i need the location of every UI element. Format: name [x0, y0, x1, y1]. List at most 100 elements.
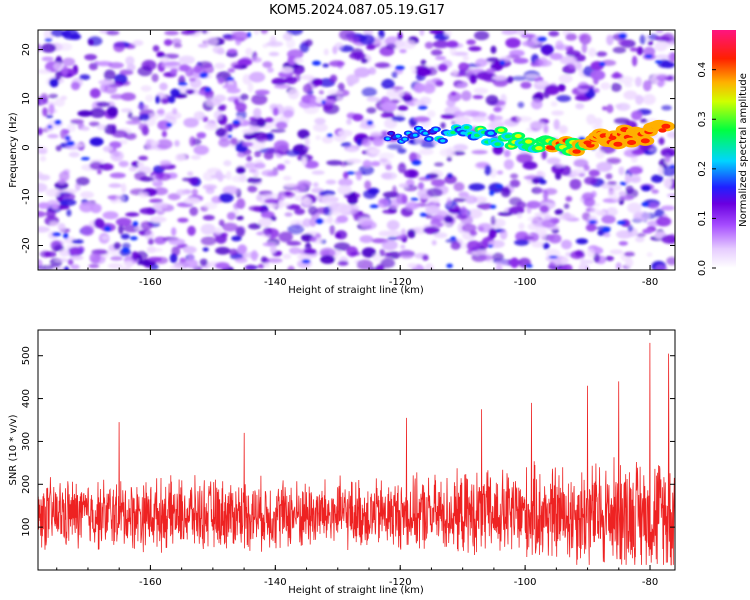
heatmap-cell — [154, 172, 172, 181]
heatmap-cell — [578, 263, 587, 270]
heatmap-cell — [503, 149, 511, 158]
heatmap-cell — [38, 265, 54, 270]
heatmap-cell — [629, 47, 639, 52]
heatmap-cell — [61, 30, 72, 38]
heatmap-cell — [81, 126, 90, 131]
heatmap-cell — [46, 114, 54, 119]
heatmap-cell — [326, 160, 343, 166]
heatmap-cell — [54, 98, 65, 107]
heatmap-cell — [159, 160, 172, 167]
heatmap-cell — [579, 259, 594, 265]
heatmap-cell — [366, 107, 377, 114]
y-tick-label: 400 — [21, 389, 32, 408]
heatmap-cell — [613, 117, 630, 125]
heatmap-cell — [379, 158, 388, 163]
heatmap-cell — [155, 95, 161, 104]
heatmap-cell — [468, 183, 486, 191]
heatmap-cell — [137, 66, 153, 77]
heatmap-cell — [415, 65, 429, 71]
heatmap-cell — [39, 155, 47, 162]
heatmap-cell — [189, 136, 196, 147]
heatmap-cell — [664, 153, 671, 163]
heatmap-cell — [623, 90, 638, 100]
heatmap-cell — [527, 216, 540, 222]
heatmap-cell — [617, 220, 627, 225]
heatmap-cell — [662, 165, 675, 177]
heatmap-cell — [387, 236, 398, 241]
heatmap-cell — [525, 264, 533, 268]
heatmap-cell — [501, 30, 517, 35]
heatmap-cell — [137, 162, 145, 167]
heatmap-cell — [588, 47, 597, 57]
heatmap-cell — [263, 262, 270, 268]
signal-core — [423, 131, 428, 135]
heatmap-cell — [469, 73, 477, 84]
heatmap-cell — [161, 130, 167, 138]
heatmap-cell — [260, 256, 268, 263]
heatmap-cell — [631, 110, 643, 121]
heatmap-cell — [289, 247, 301, 255]
heatmap-cell — [193, 145, 209, 155]
heatmap-cell — [549, 217, 560, 224]
heatmap-cell — [458, 191, 470, 198]
heatmap-cell — [356, 259, 374, 270]
heatmap-cell — [44, 38, 53, 42]
heatmap-cell — [616, 102, 631, 111]
heatmap-cell — [548, 255, 559, 259]
heatmap-cell — [188, 176, 199, 185]
heatmap-cell — [563, 203, 570, 209]
signal-core — [433, 127, 439, 131]
heatmap-cell — [302, 218, 312, 228]
heatmap-cell — [432, 40, 450, 49]
heatmap-cell — [173, 43, 182, 48]
heatmap-cell — [125, 120, 142, 125]
heatmap-cell — [286, 240, 302, 246]
heatmap-cell — [606, 207, 618, 217]
heatmap-cell — [246, 155, 253, 162]
x-tick-label: -160 — [139, 277, 162, 288]
snr-y-axis-label: SNR (10 * v/v) — [8, 414, 19, 485]
heatmap-cell — [374, 62, 391, 69]
heatmap-cell — [193, 65, 203, 74]
heatmap-cell — [282, 253, 292, 260]
heatmap-cell — [304, 160, 319, 169]
heatmap-cell — [47, 125, 53, 129]
x-tick-label: -140 — [264, 577, 287, 588]
heatmap-cell — [366, 44, 376, 50]
heatmap-cell — [258, 217, 272, 227]
heatmap-cell — [38, 226, 50, 233]
heatmap-cell — [450, 241, 461, 250]
heatmap-cell — [267, 67, 274, 73]
heatmap-cell — [370, 161, 381, 167]
heatmap-cell — [139, 113, 150, 122]
heatmap-cell — [245, 47, 253, 56]
heatmap-cell — [109, 172, 126, 179]
heatmap-cell — [375, 264, 385, 270]
colorbar-tick-label: 0.4 — [697, 62, 708, 78]
heatmap-cell — [309, 217, 317, 227]
heatmap-cell — [362, 160, 372, 168]
heatmap-cell — [222, 222, 238, 232]
heatmap-cell — [631, 149, 645, 156]
heatmap-cell — [104, 84, 118, 94]
heatmap-cell — [464, 195, 478, 204]
heatmap-cell — [110, 256, 123, 261]
heatmap-cell — [251, 94, 268, 105]
heatmap-cell — [602, 106, 607, 111]
heatmap-cell — [337, 185, 352, 195]
heatmap-cell — [656, 216, 672, 227]
heatmap-cell — [609, 249, 624, 255]
heatmap-cell — [417, 182, 425, 190]
heatmap-cell — [84, 54, 97, 61]
heatmap-cell — [244, 162, 258, 169]
heatmap-cell — [322, 63, 330, 68]
heatmap-cell — [516, 213, 523, 219]
signal-core — [535, 146, 543, 151]
heatmap-cell — [340, 141, 352, 148]
heatmap-cell — [42, 107, 48, 117]
heatmap-cell — [598, 61, 606, 67]
heatmap-cell — [311, 170, 325, 175]
heatmap-cell — [80, 157, 90, 161]
heatmap-cell — [88, 121, 100, 127]
heatmap-cell — [514, 30, 529, 36]
